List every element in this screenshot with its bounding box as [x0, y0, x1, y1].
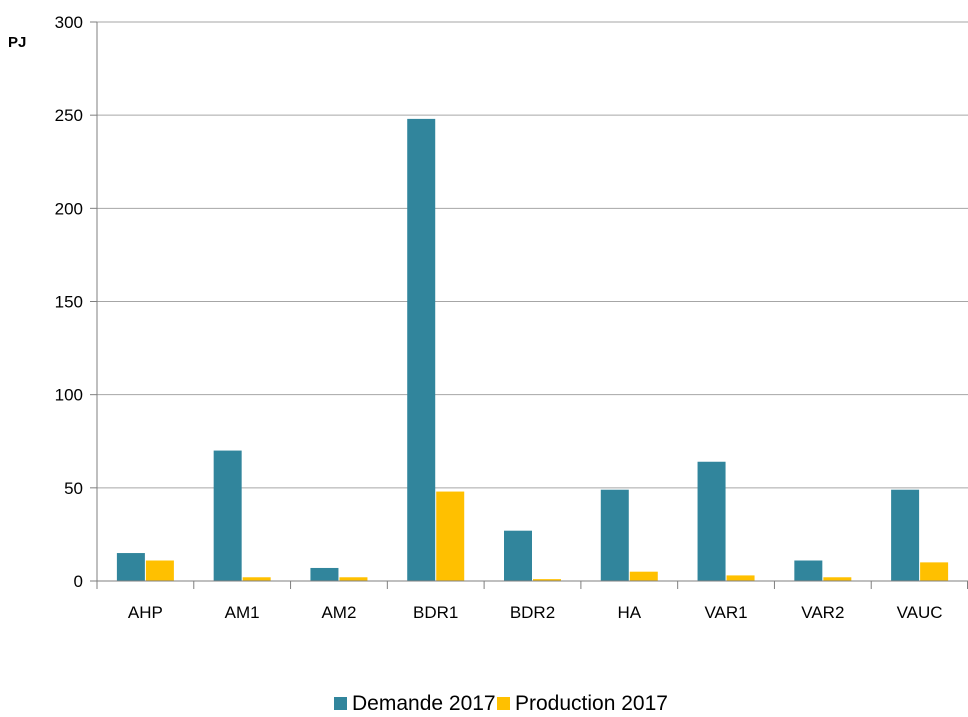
- bar-production-2017-ahp: [145, 560, 174, 581]
- axes: [96, 22, 968, 582]
- legend-swatch: [497, 697, 510, 710]
- x-tick-label: VAUC: [897, 603, 943, 622]
- bar-production-2017-ha: [629, 571, 658, 581]
- bar-demande-2017-var1: [697, 461, 726, 581]
- y-tick-label: 250: [55, 106, 83, 125]
- bar-demande-2017-am2: [310, 567, 339, 581]
- bar-production-2017-bdr1: [436, 491, 465, 581]
- x-tick-label: BDR2: [510, 603, 555, 622]
- y-tick-label: 100: [55, 386, 83, 405]
- y-tick-labels: 0 50 100 150 200 250 300: [55, 13, 83, 591]
- bar-production-2017-var1: [726, 575, 755, 581]
- y-tick-label: 300: [55, 13, 83, 32]
- legend-label: Production 2017: [515, 692, 668, 715]
- y-tick-label: 50: [64, 479, 83, 498]
- bar-demande-2017-ahp: [116, 553, 145, 581]
- bar-demande-2017-bdr1: [407, 118, 436, 581]
- y-tick-label: 0: [74, 572, 83, 591]
- x-tick-label: HA: [617, 603, 641, 622]
- bar-production-2017-vauc: [920, 562, 949, 581]
- bar-demande-2017-am1: [213, 450, 242, 581]
- x-tick-label: BDR1: [413, 603, 458, 622]
- bar-demande-2017-var2: [794, 560, 823, 581]
- bar-production-2017-var2: [823, 577, 852, 581]
- y-tick-label: 150: [55, 293, 83, 312]
- x-tick-label: VAR1: [704, 603, 747, 622]
- legend: Demande 2017 Production 2017: [334, 692, 668, 715]
- bar-demande-2017-ha: [600, 489, 629, 581]
- bar-production-2017-bdr2: [533, 579, 561, 581]
- legend-swatch: [334, 697, 347, 710]
- bar-demande-2017-vauc: [891, 489, 920, 581]
- bar-demande-2017-bdr2: [504, 530, 532, 581]
- legend-label: Demande 2017: [352, 692, 496, 715]
- y-axis-unit-label: PJ: [8, 34, 26, 51]
- y-tick-label: 200: [55, 199, 83, 218]
- x-tick-label: AM2: [321, 603, 356, 622]
- x-tick-labels: AHP AM1 AM2 BDR1 BDR2 HA VAR1 VAR2 VAUC: [128, 603, 943, 622]
- bar-production-2017-am2: [339, 577, 368, 581]
- x-tick-label: VAR2: [801, 603, 844, 622]
- bar-production-2017-am1: [242, 577, 271, 581]
- x-tick-label: AM1: [225, 603, 260, 622]
- x-tick-label: AHP: [128, 603, 163, 622]
- bars: [116, 118, 949, 581]
